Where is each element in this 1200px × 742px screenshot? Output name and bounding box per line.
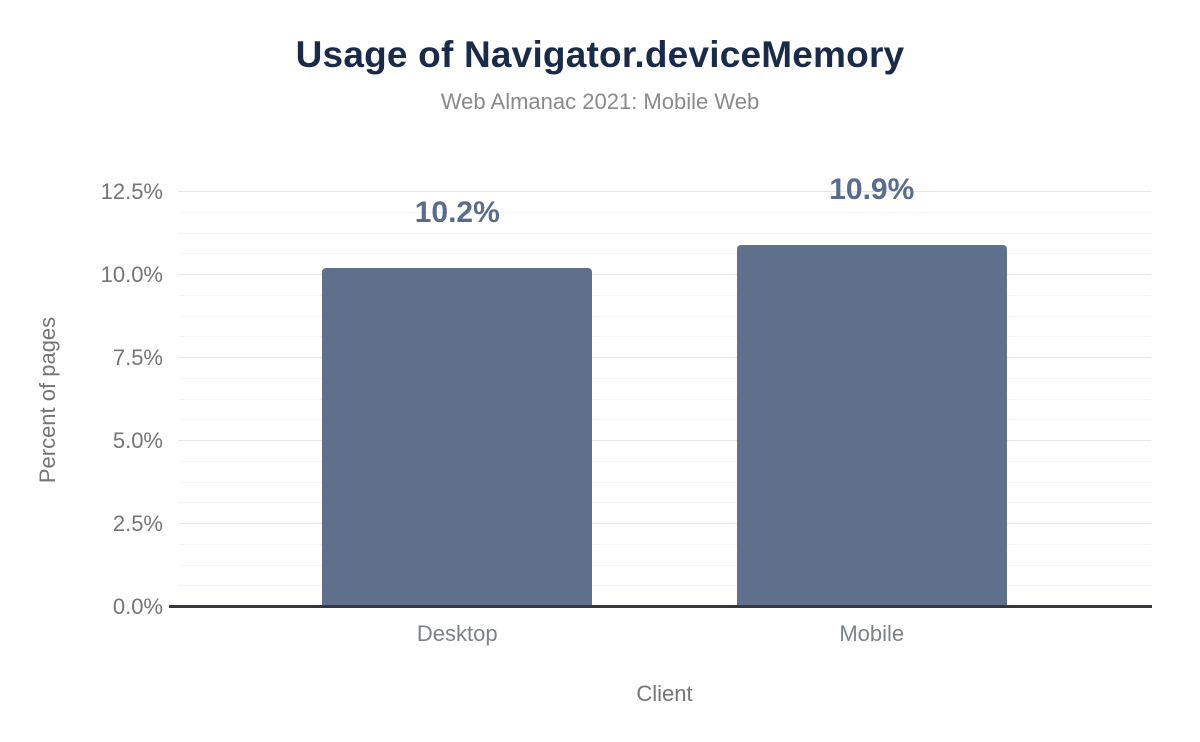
minor-gridline [178, 253, 1151, 255]
x-category-label-mobile: Mobile [839, 621, 905, 646]
chart-title: Usage of Navigator.deviceMemory [295, 34, 905, 75]
y-axis-tick-labels: 0.0% 2.5% 5.0% 7.5% 10.0% 12.5% [0, 181, 163, 618]
y-tick-label: 12.5% [100, 179, 163, 204]
major-gridline [178, 523, 1151, 524]
y-tick-label: 0.0% [112, 594, 163, 619]
minor-gridline [178, 336, 1151, 338]
minor-gridline [178, 294, 1151, 296]
minor-gridline [178, 564, 1151, 566]
minor-gridline [178, 211, 1151, 213]
minor-gridline [178, 481, 1151, 483]
y-tick-label: 7.5% [112, 345, 163, 370]
major-gridline [178, 274, 1151, 275]
minor-gridline [178, 502, 1151, 504]
minor-gridline [178, 315, 1151, 317]
y-tick-label: 5.0% [112, 428, 163, 453]
bar-value-label: 10.9% [829, 173, 915, 207]
minor-gridline [178, 232, 1151, 234]
minor-gridline [178, 377, 1151, 379]
major-gridline [178, 440, 1151, 441]
minor-gridline [178, 543, 1151, 545]
plot-area: 10.2% 10.9% [169, 175, 1152, 608]
x-axis-line [169, 605, 1152, 608]
minor-gridline [178, 585, 1151, 587]
bar-mobile [736, 245, 1007, 607]
bar-desktop [322, 268, 593, 607]
minor-gridline [178, 398, 1151, 400]
x-axis-title: Client [636, 681, 693, 706]
x-category-label-desktop: Desktop [416, 621, 498, 646]
major-gridline [178, 191, 1151, 192]
y-tick-label: 2.5% [112, 511, 163, 536]
bar-value-label: 10.2% [414, 196, 500, 230]
minor-gridline [178, 419, 1151, 421]
y-tick-label: 10.0% [100, 262, 163, 287]
chart-subtitle: Web Almanac 2021: Mobile Web [440, 89, 760, 114]
minor-gridline [178, 460, 1151, 462]
major-gridline [178, 357, 1151, 358]
